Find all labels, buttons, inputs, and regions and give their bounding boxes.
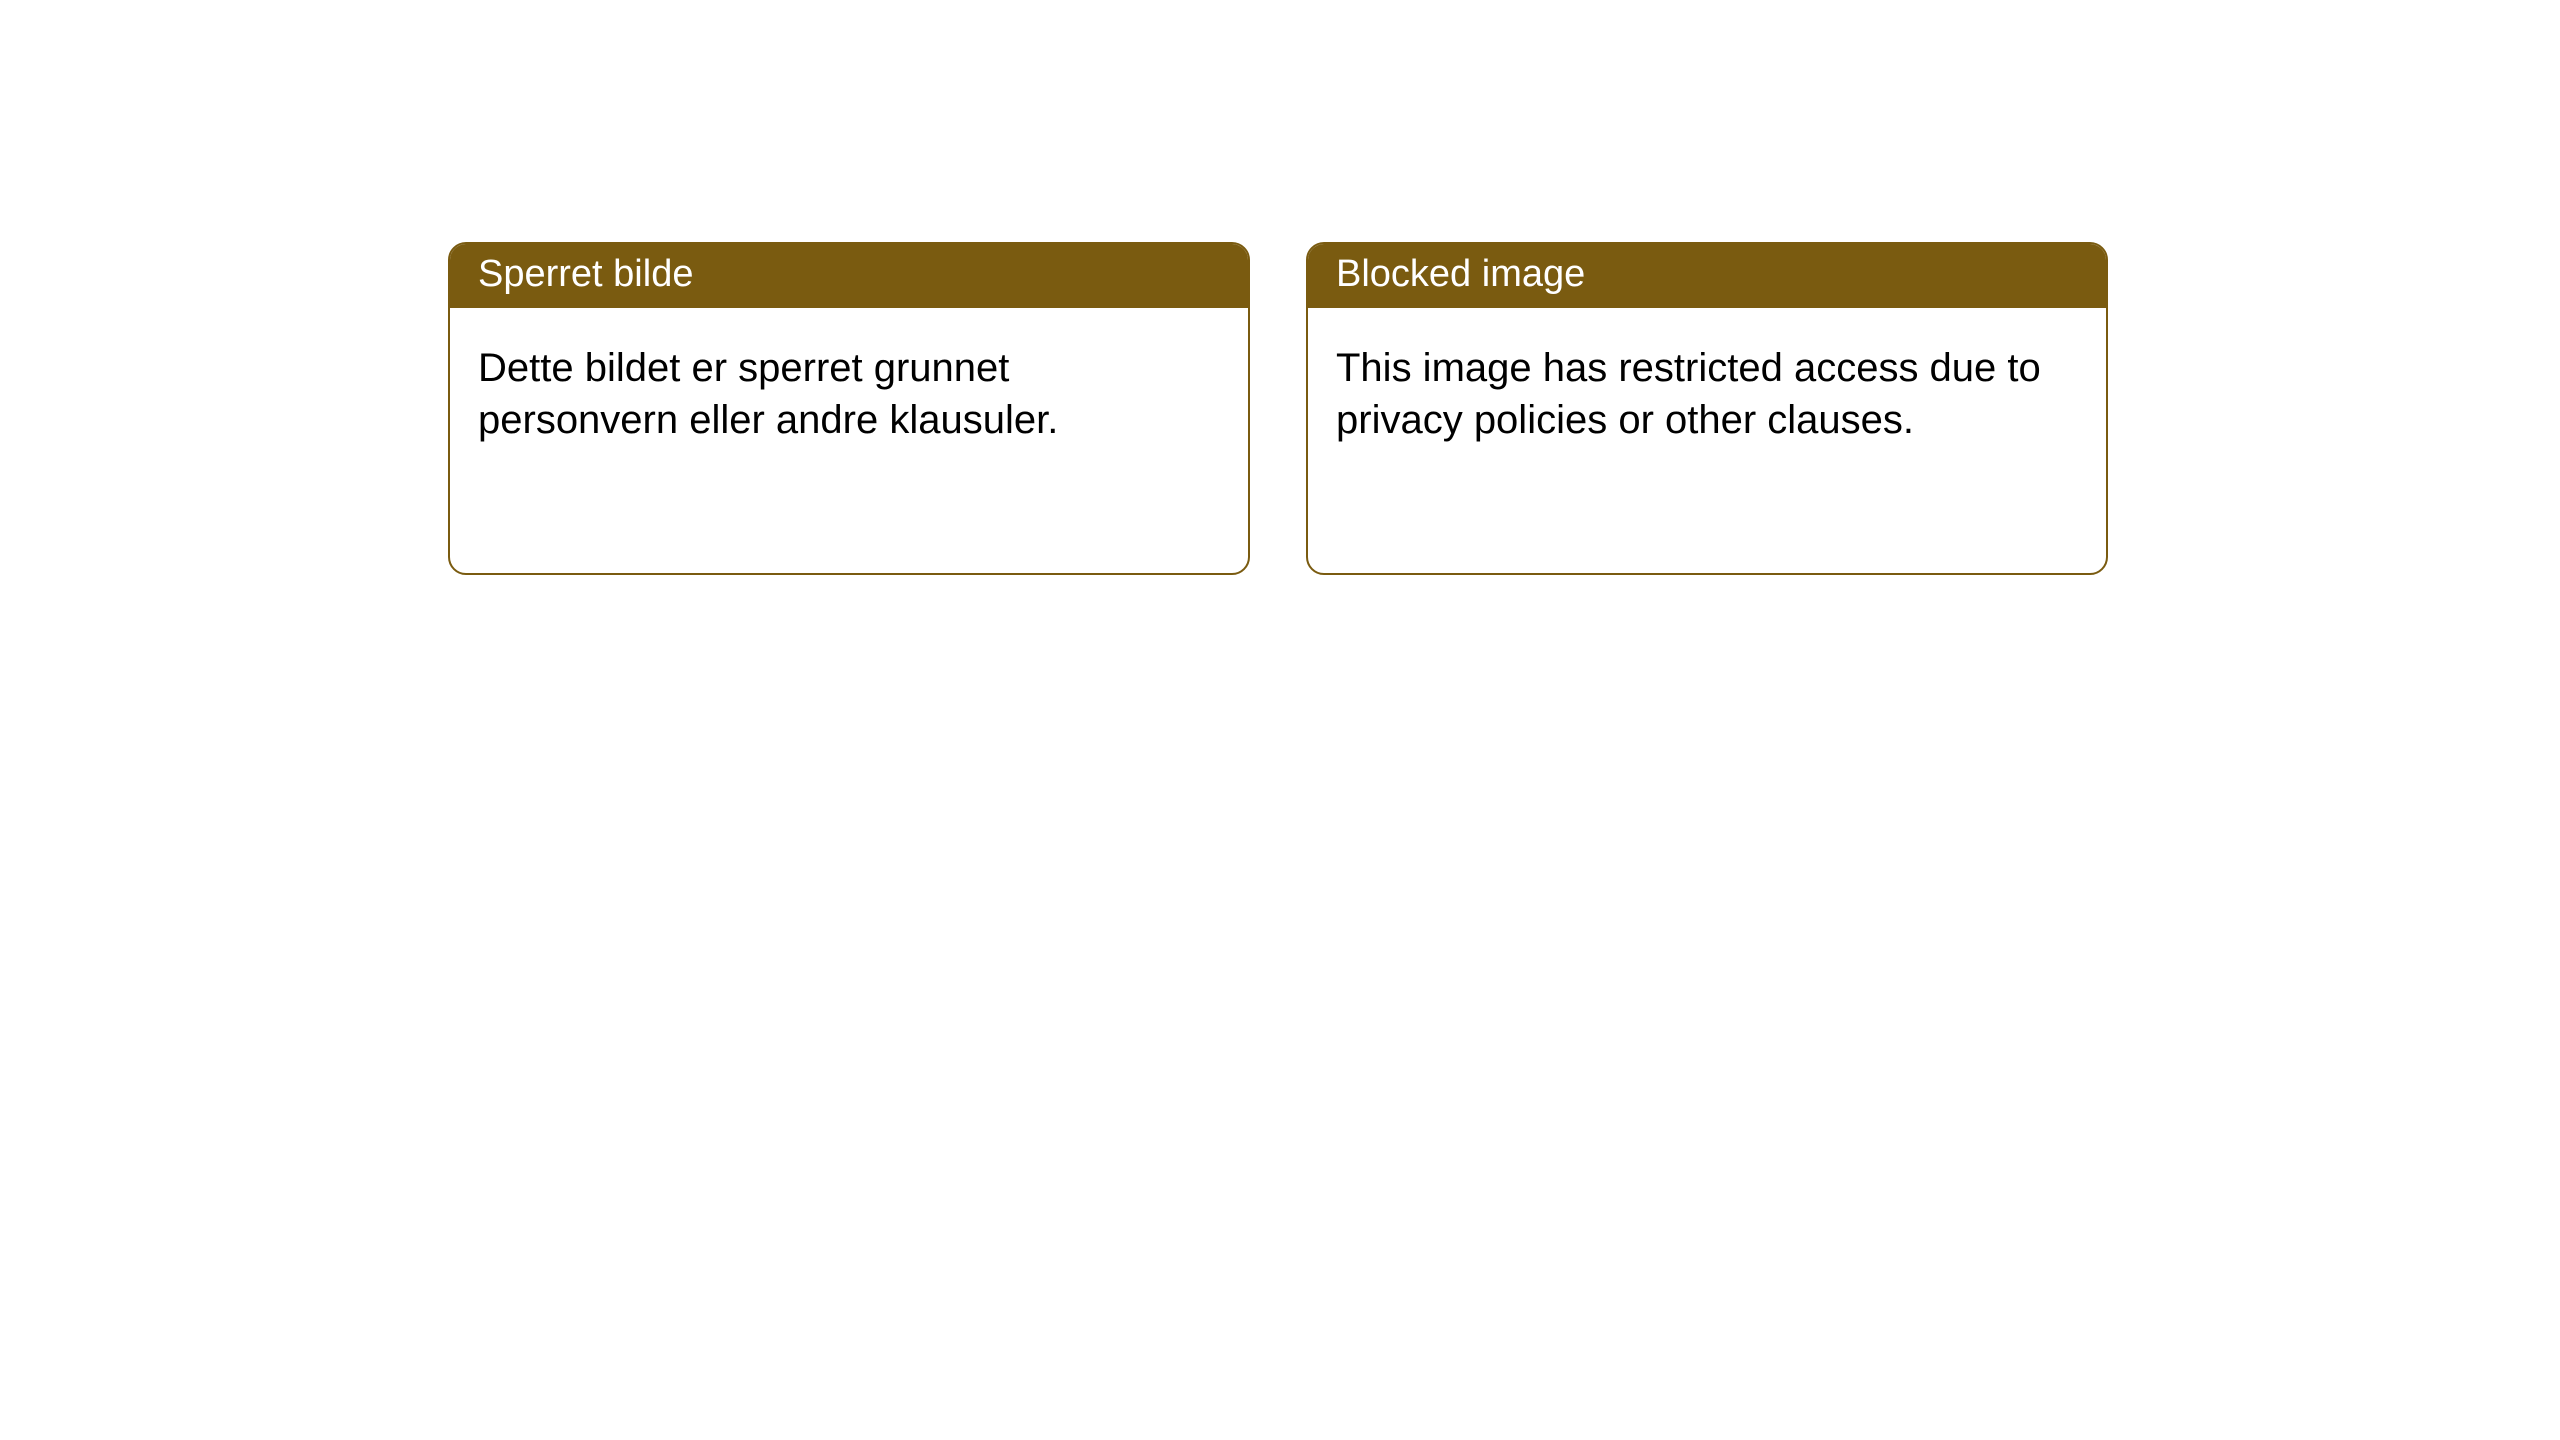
notice-title-english: Blocked image [1308,244,2106,308]
notice-card-english: Blocked image This image has restricted … [1306,242,2108,575]
notice-card-norwegian: Sperret bilde Dette bildet er sperret gr… [448,242,1250,575]
notice-body-norwegian: Dette bildet er sperret grunnet personve… [450,308,1248,474]
notice-body-english: This image has restricted access due to … [1308,308,2106,474]
notice-container: Sperret bilde Dette bildet er sperret gr… [448,242,2108,575]
notice-title-norwegian: Sperret bilde [450,244,1248,308]
